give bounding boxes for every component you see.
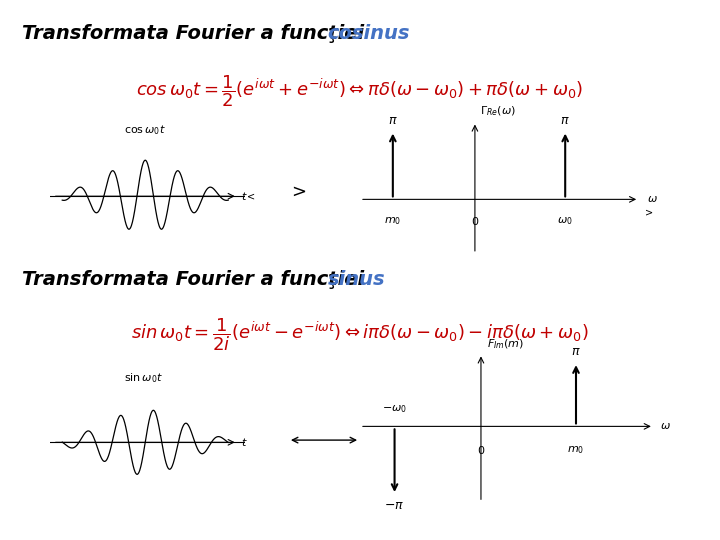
Text: $F_{Im}(m)$: $F_{Im}(m)$ bbox=[487, 337, 524, 350]
Text: >: > bbox=[292, 183, 306, 201]
Text: sinus: sinus bbox=[328, 270, 385, 289]
Text: $t$: $t$ bbox=[241, 436, 248, 448]
Text: $t$: $t$ bbox=[241, 190, 248, 202]
Text: <: < bbox=[247, 191, 256, 201]
Text: Transformata Fourier a funcţiei: Transformata Fourier a funcţiei bbox=[22, 24, 371, 43]
Text: >: > bbox=[644, 207, 652, 217]
Text: $m_0$: $m_0$ bbox=[567, 444, 585, 456]
Text: $\pi$: $\pi$ bbox=[388, 114, 397, 127]
Text: $\omega$: $\omega$ bbox=[647, 194, 658, 204]
Text: $cos\,\omega_0 t = \dfrac{1}{2}\left(e^{i\omega t}+e^{-i\omega t}\right)\Leftrig: $cos\,\omega_0 t = \dfrac{1}{2}\left(e^{… bbox=[137, 73, 583, 109]
Text: cosinus: cosinus bbox=[328, 24, 410, 43]
Text: $-\pi$: $-\pi$ bbox=[384, 500, 405, 512]
Text: $\omega$: $\omega$ bbox=[660, 421, 670, 431]
Text: $0$: $0$ bbox=[471, 215, 479, 227]
Text: $sin\,\omega_0 t = \dfrac{1}{2i}\left(e^{i\omega t}-e^{-i\omega t}\right)\Leftri: $sin\,\omega_0 t = \dfrac{1}{2i}\left(e^… bbox=[131, 316, 589, 353]
Text: $\pi$: $\pi$ bbox=[571, 345, 581, 358]
Text: $\Gamma_{Re}(\omega)$: $\Gamma_{Re}(\omega)$ bbox=[480, 104, 516, 118]
Text: $\omega_0$: $\omega_0$ bbox=[557, 215, 573, 227]
Text: $m_0$: $m_0$ bbox=[384, 215, 402, 227]
Text: Transformata Fourier a funcţiei: Transformata Fourier a funcţiei bbox=[22, 270, 371, 289]
Text: $\sin\omega_0 t$: $\sin\omega_0 t$ bbox=[125, 371, 163, 385]
Text: $0$: $0$ bbox=[477, 444, 485, 456]
Text: $\cos\omega_0 t$: $\cos\omega_0 t$ bbox=[125, 123, 166, 137]
Text: $\pi$: $\pi$ bbox=[560, 114, 570, 127]
Text: $-\omega_0$: $-\omega_0$ bbox=[382, 403, 407, 415]
